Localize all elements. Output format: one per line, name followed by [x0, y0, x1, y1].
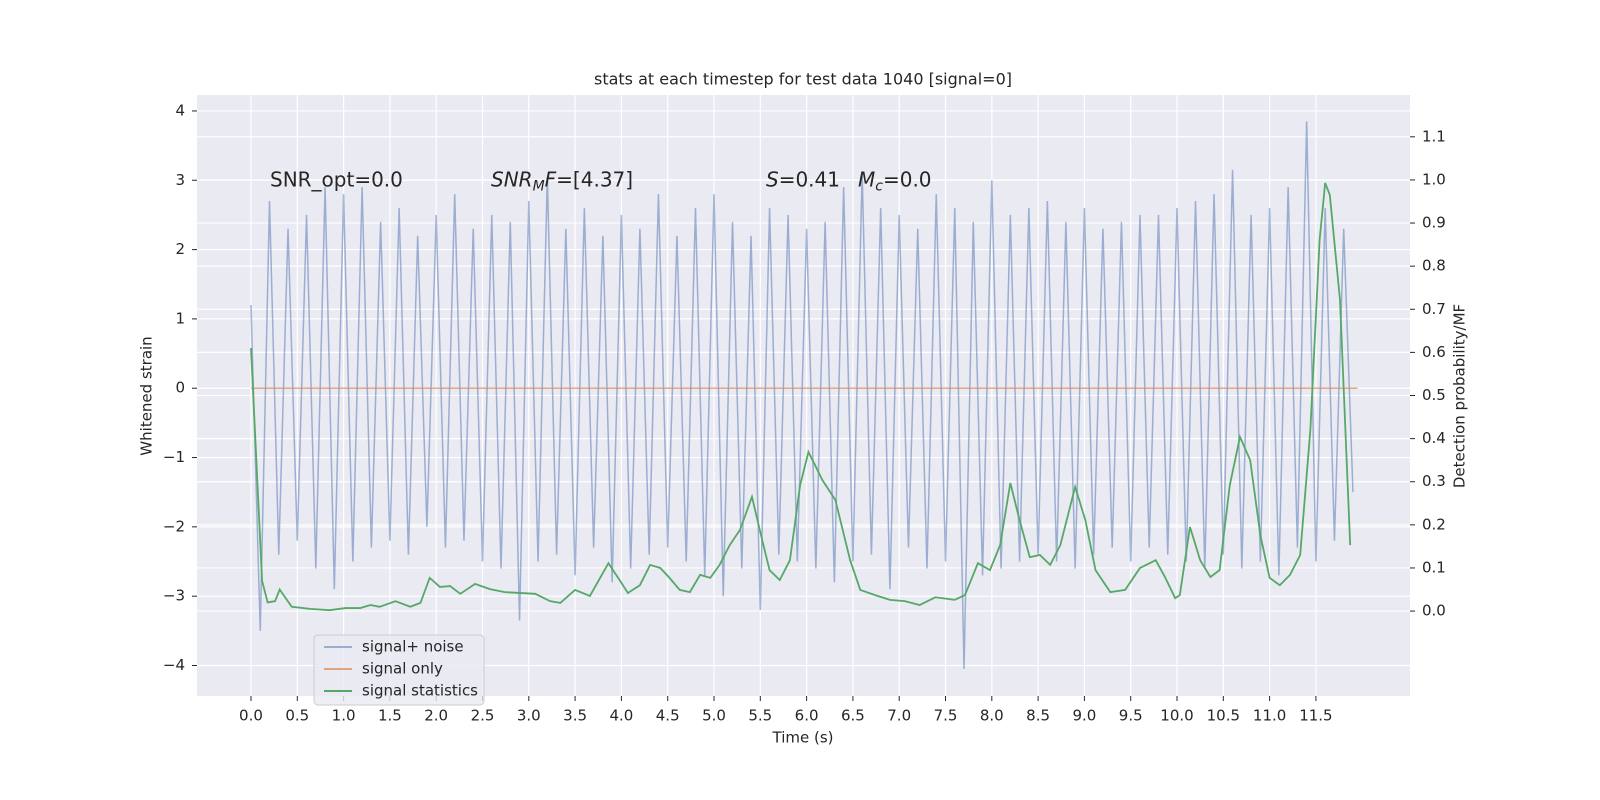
x-tick-label: 9.5: [1119, 707, 1143, 725]
y2-tick-label: 0.0: [1422, 602, 1446, 620]
x-tick-label: 7.0: [887, 707, 911, 725]
x-tick-label: 1.0: [332, 707, 356, 725]
y-tick-label: 3: [175, 171, 185, 189]
x-tick-label: 4.0: [609, 707, 633, 725]
x-tick-label: 3.5: [563, 707, 587, 725]
legend-box: [313, 634, 485, 706]
y2-tick-label: 1.1: [1422, 127, 1446, 145]
y-tick-label: 1: [175, 309, 185, 327]
x-tick-label: 10.0: [1160, 707, 1193, 725]
y2-tick-label: 0.3: [1422, 472, 1446, 490]
annotation: S=0.41: [766, 167, 840, 191]
y-tick-label: 4: [175, 101, 185, 119]
x-tick-label: 0.5: [285, 707, 309, 725]
x-tick-label: 5.0: [702, 707, 726, 725]
x-axis-label: Time (s): [772, 729, 834, 747]
annotation-part: M: [858, 167, 875, 191]
x-tick-label: 2.0: [424, 707, 448, 725]
y-tick-label: 2: [175, 240, 185, 258]
x-tick-label: 1.5: [378, 707, 402, 725]
y2-tick-label: 0.2: [1422, 515, 1446, 533]
x-tick-label: 5.5: [748, 707, 772, 725]
y-axis-label: Whitened strain: [138, 336, 156, 455]
y2-tick-label: 1.0: [1422, 170, 1446, 188]
y2-axis-label: Detection probability/MF: [1451, 304, 1469, 488]
x-tick-label: 0.0: [239, 707, 263, 725]
annotation-part: F: [545, 167, 557, 191]
annotation-part: S: [766, 167, 779, 191]
x-tick-label: 7.5: [934, 707, 958, 725]
marks: [250, 121, 1358, 669]
annotation: Mc=0.0: [858, 167, 932, 195]
y2-tick-label: 0.5: [1422, 386, 1446, 404]
x-tick-label: 9.0: [1072, 707, 1096, 725]
x-tick-label: 11.0: [1253, 707, 1286, 725]
series-line: [250, 121, 1354, 669]
y2-tick-label: 0.7: [1422, 300, 1446, 318]
x-tick-label: 6.0: [795, 707, 819, 725]
legend-label: signal only: [362, 660, 443, 678]
x-tick-label: 6.5: [841, 707, 865, 725]
y-tick-label: −3: [163, 587, 185, 605]
legend-label: signal statistics: [362, 682, 478, 700]
annotation-part: M: [533, 178, 545, 194]
annotation-part: SNR: [491, 167, 533, 191]
y2-tick-label: 0.9: [1422, 214, 1446, 232]
annotation-part: =[4.37]: [556, 167, 633, 191]
x-tick-label: 11.5: [1299, 707, 1332, 725]
y2-tick-label: 0.8: [1422, 257, 1446, 275]
x-tick-label: 8.0: [980, 707, 1004, 725]
y-tick-label: −2: [163, 517, 185, 535]
labels: 0.0 0.5 1.0 1.5 2.0 2.5 3.0 3.5 4.0 4.5 5.0 5.5 6.0 6…: [163, 101, 1446, 724]
y-tick-label: −1: [163, 448, 185, 466]
series-line: [250, 182, 1352, 612]
annotation: SNR_opt=0.0: [270, 167, 403, 191]
annotation-part: c: [875, 178, 883, 194]
annotation-part: =0.0: [883, 167, 932, 191]
y2-tick-label: 0.6: [1422, 343, 1446, 361]
legend-label: signal+ noise: [362, 638, 464, 656]
legend: signal+ noise signal only signal statistic…: [313, 634, 485, 706]
y-tick-label: 0: [175, 379, 185, 397]
x-tick-label: 2.5: [471, 707, 495, 725]
annotation-part: SNR_opt=0.0: [270, 167, 403, 191]
x-tick-label: 8.5: [1026, 707, 1050, 725]
x-tick-label: 10.5: [1207, 707, 1240, 725]
y2-tick-label: 0.4: [1422, 429, 1446, 447]
annotation: SNRMF=[4.37]: [491, 167, 633, 195]
x-tick-label: 3.0: [517, 707, 541, 725]
x-tick-label: 4.5: [656, 707, 680, 725]
y-tick-label: −4: [163, 656, 185, 674]
y2-tick-label: 0.1: [1422, 558, 1446, 576]
annotation-part: =0.41: [779, 167, 840, 191]
chart-title: stats at each timestep for test data 104…: [594, 70, 1012, 89]
